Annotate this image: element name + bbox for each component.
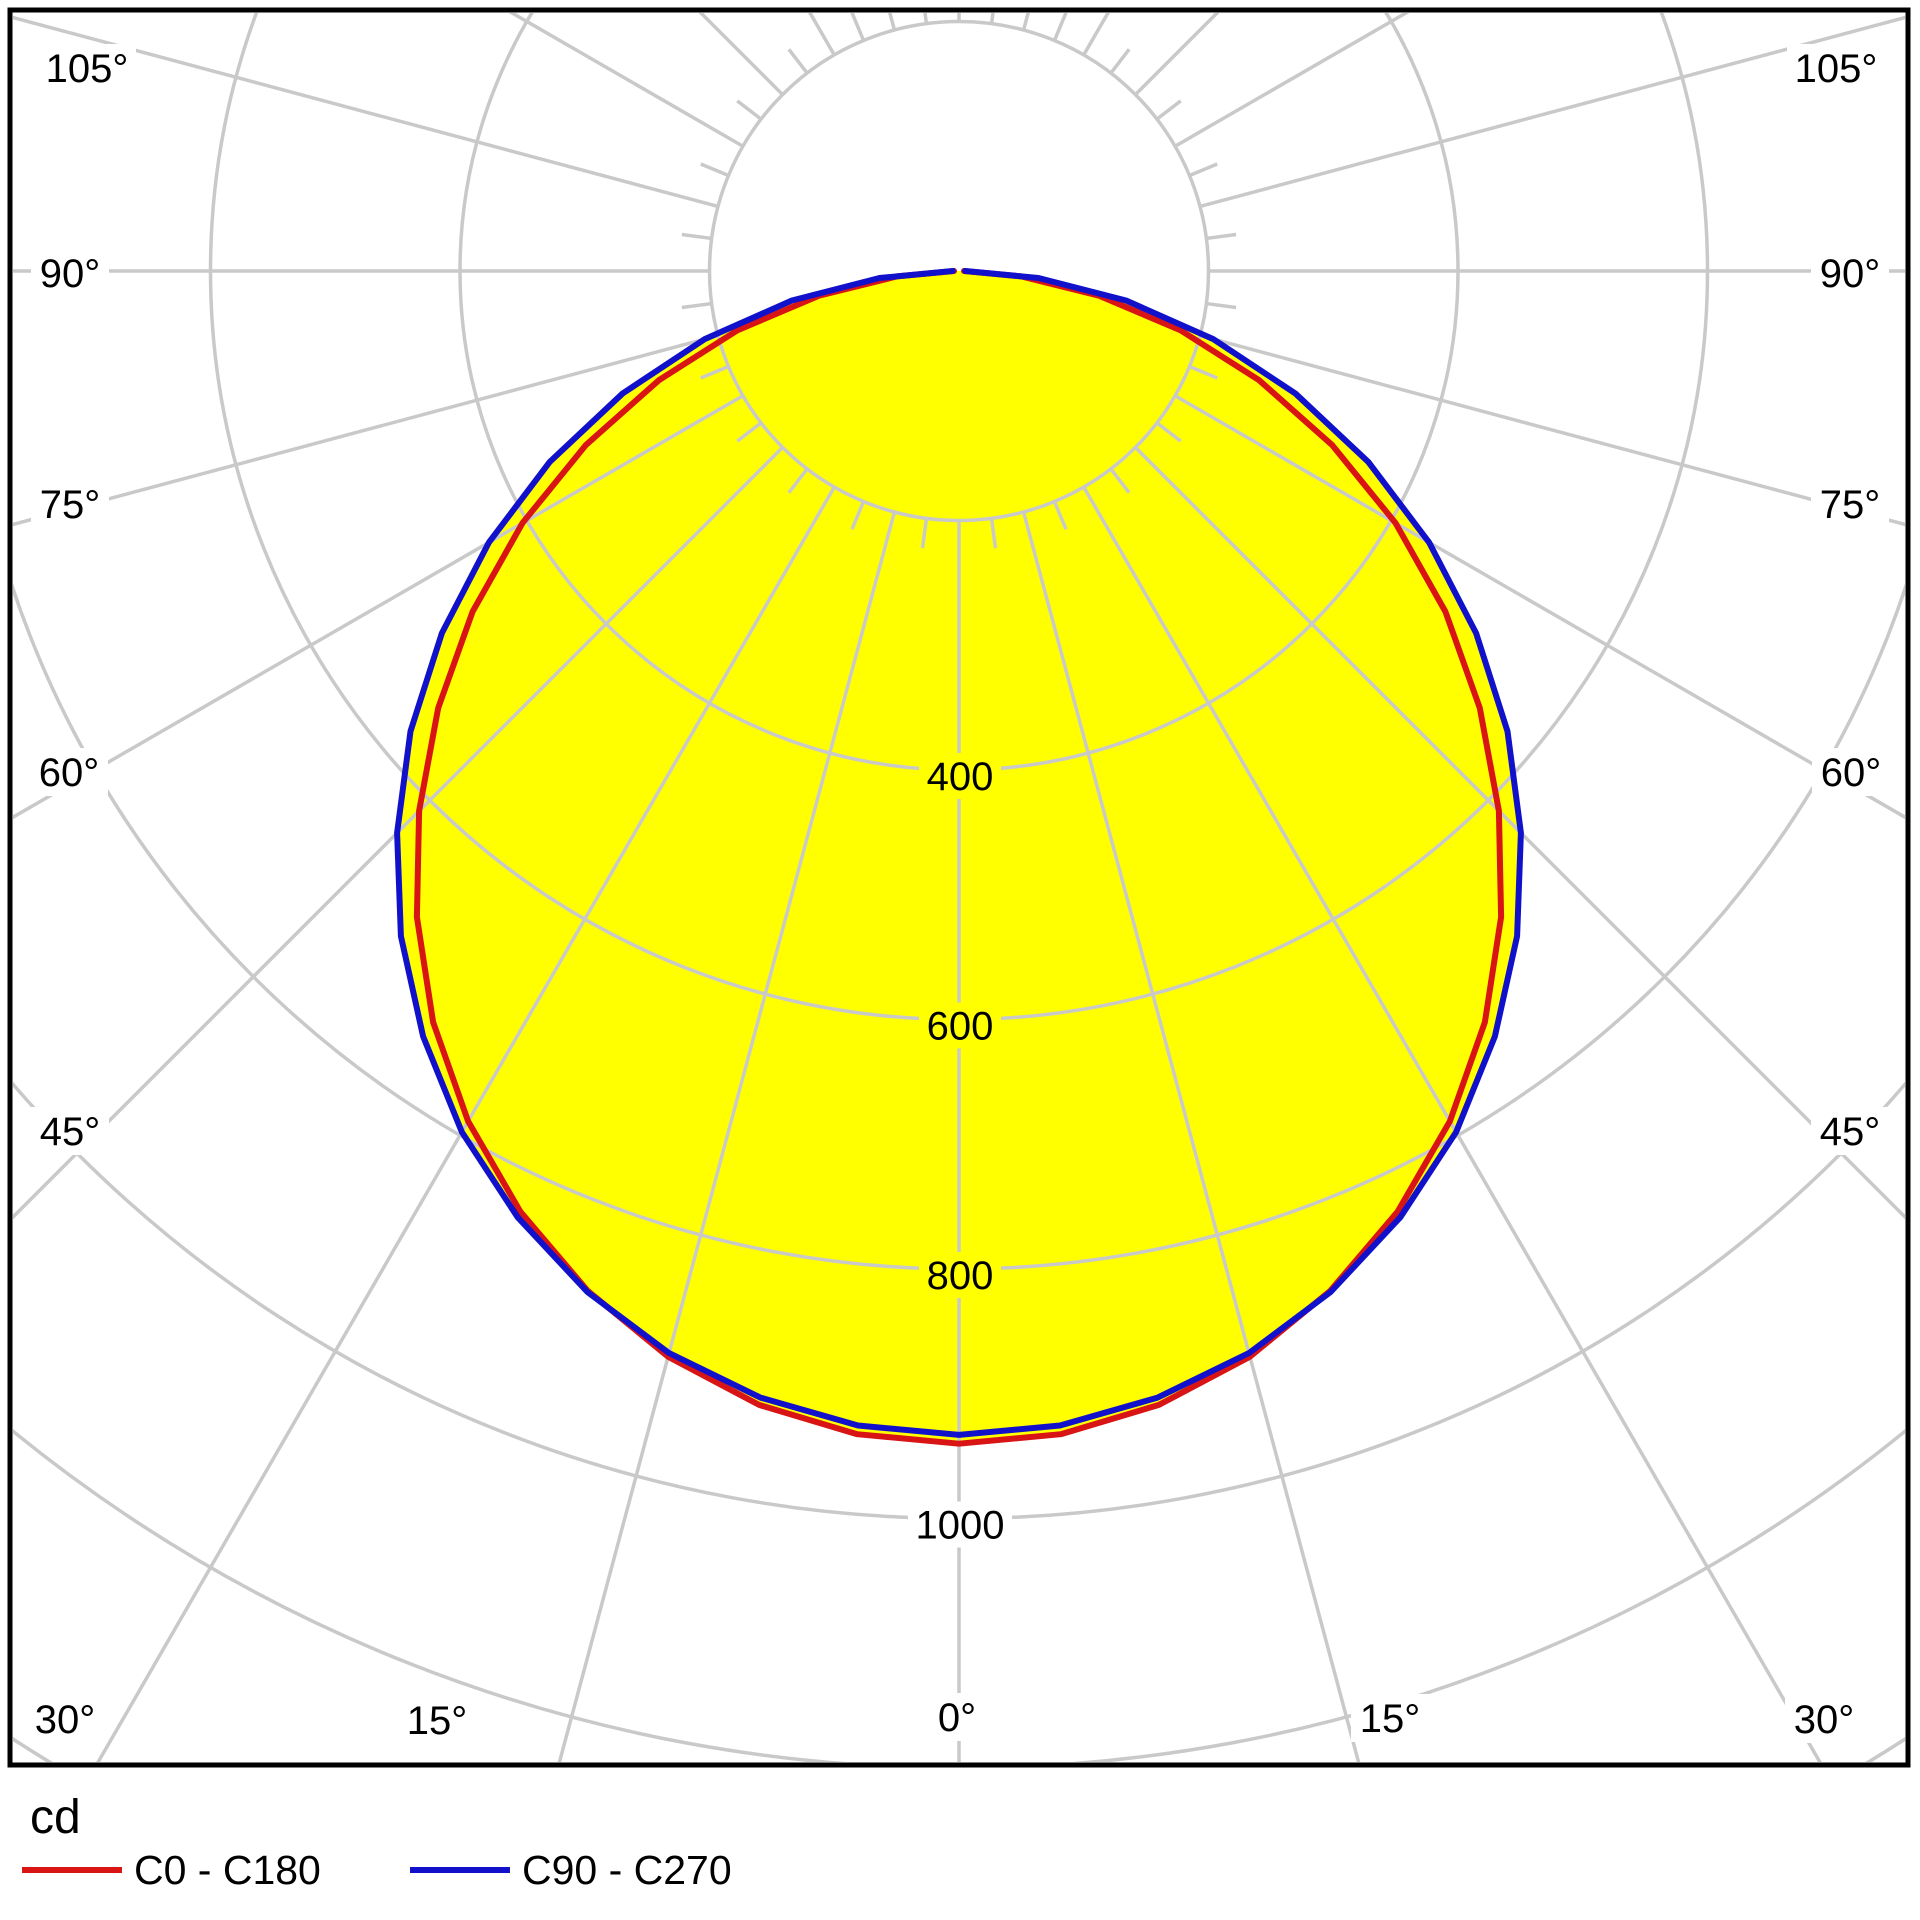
angle-label-bg [1785, 1695, 1863, 1743]
angle-label-bg [31, 480, 109, 528]
angle-label-0-105: 105° [46, 47, 129, 91]
angle-label-bg [1811, 249, 1889, 297]
plot-frame [7, 7, 1911, 1768]
grid-minor-tick [681, 232, 712, 241]
ring-label-400: 400 [927, 755, 994, 799]
grid-radial-15 [1021, 511, 1361, 1762]
grid-radial--75 [13, 333, 719, 527]
legend-swatch-c0-c180-line [22, 1867, 122, 1873]
grid-minor-tick [1052, 13, 1068, 42]
grid-radial--45 [13, 446, 784, 1220]
ring-label-600: 600 [927, 1005, 994, 1049]
ring-label-800: 800 [927, 1254, 994, 1298]
angle-label-bg [1811, 480, 1889, 528]
angle-label-6-15: 15° [407, 1699, 468, 1743]
angle-label-bg [31, 1107, 109, 1155]
grid-radial--165 [888, 13, 897, 31]
angle-label-2-75: 75° [40, 483, 101, 527]
ring-labels: 400 600 800 1000 [908, 753, 1012, 1548]
legend-label-c90-c270: C90 - C270 [522, 1846, 732, 1893]
grid-minor-tick [787, 48, 809, 75]
grid-minor-tick [1206, 301, 1237, 310]
grid-radial-30 [1082, 486, 1822, 1762]
ring-label-bg-400 [919, 753, 1001, 799]
angle-label-bg [30, 748, 108, 796]
legend: C0 - C180 C90 - C270 [0, 1846, 1920, 1896]
angle-label-bg [26, 1695, 104, 1743]
ring-label-1000: 1000 [916, 1504, 1005, 1548]
angle-label-bg [38, 44, 136, 92]
grid-minor-tick [989, 13, 995, 24]
angle-label-bg [928, 1693, 986, 1741]
angle-label-13-90: 90° [1820, 252, 1881, 296]
ring-label-bg-600 [919, 1002, 1001, 1049]
grid-minor-tick [923, 13, 929, 24]
curve-c90-c270 [394, 268, 1524, 1438]
legend-item-c90-c270: C90 - C270 [410, 1846, 732, 1894]
angle-label-bg [31, 249, 109, 297]
angle-label-3-60: 60° [39, 751, 100, 795]
angle-label-9-30: 30° [1794, 1698, 1855, 1742]
angle-labels: 105° 90° 75° 60° 45° 30° 15° 0° 15° 30° 45° 60° 75° 9… [26, 44, 1890, 1744]
grid-minor-tick [1206, 232, 1237, 241]
legend-swatch-c90-c270-line [410, 1867, 510, 1873]
ring-label-bg-800 [919, 1252, 1001, 1298]
grid-minor-tick [700, 364, 730, 380]
grid-minor-tick [1188, 364, 1218, 380]
angle-label-bg [1351, 1694, 1429, 1742]
grid-radial--15 [557, 511, 897, 1762]
grid-minor-tick [736, 99, 763, 121]
angle-label-7-0: 0° [938, 1696, 976, 1740]
ring-label-bg-1000 [908, 1501, 1012, 1548]
grid-radial-165 [1021, 13, 1030, 31]
grid-minor-tick [1188, 162, 1218, 178]
angle-label-4-45: 45° [40, 1110, 101, 1154]
curve-c0-c180 [413, 268, 1505, 1447]
angle-label-14-105: 105° [1795, 47, 1878, 91]
angle-label-bg [1787, 44, 1885, 92]
grid-minor-tick [1052, 500, 1068, 530]
grid-minor-tick [850, 13, 866, 42]
grid-radial-105 [1199, 15, 1905, 209]
grid-minor-tick [1109, 48, 1131, 75]
grid-minor-tick [681, 301, 712, 310]
grid-minor-tick [1109, 467, 1131, 494]
angle-label-1-90: 90° [40, 252, 101, 296]
grid-minor-tick [989, 518, 998, 549]
grid-minor-tick [736, 421, 763, 443]
grid-radial-60 [1174, 394, 1905, 820]
angle-label-bg [1812, 748, 1890, 796]
grid-minor-tick [1155, 99, 1182, 121]
angle-label-bg [1811, 1107, 1889, 1155]
grid-minor-tick [850, 500, 866, 530]
grid-radial--30 [96, 486, 836, 1762]
legend-item-c0-c180: C0 - C180 [22, 1846, 321, 1894]
grid-minor-tick [700, 162, 730, 178]
angle-label-5-30: 30° [35, 1698, 96, 1742]
grid-minor-tick [787, 467, 809, 494]
grid-minor-tick [920, 518, 929, 549]
angle-label-bg [398, 1696, 476, 1744]
angle-label-8-15: 15° [1360, 1697, 1421, 1741]
angle-label-10-45: 45° [1820, 1110, 1881, 1154]
grid-radial-75 [1199, 333, 1905, 527]
grid-radial-45 [1134, 446, 1905, 1220]
unit-label: cd [30, 1791, 81, 1844]
grid-radial--105 [13, 15, 719, 209]
grid-radial--60 [13, 394, 744, 820]
angle-label-11-60: 60° [1821, 751, 1882, 795]
legend-label-c0-c180: C0 - C180 [134, 1846, 321, 1893]
angle-label-12-75: 75° [1820, 483, 1881, 527]
grid-minor-tick [1155, 421, 1182, 443]
